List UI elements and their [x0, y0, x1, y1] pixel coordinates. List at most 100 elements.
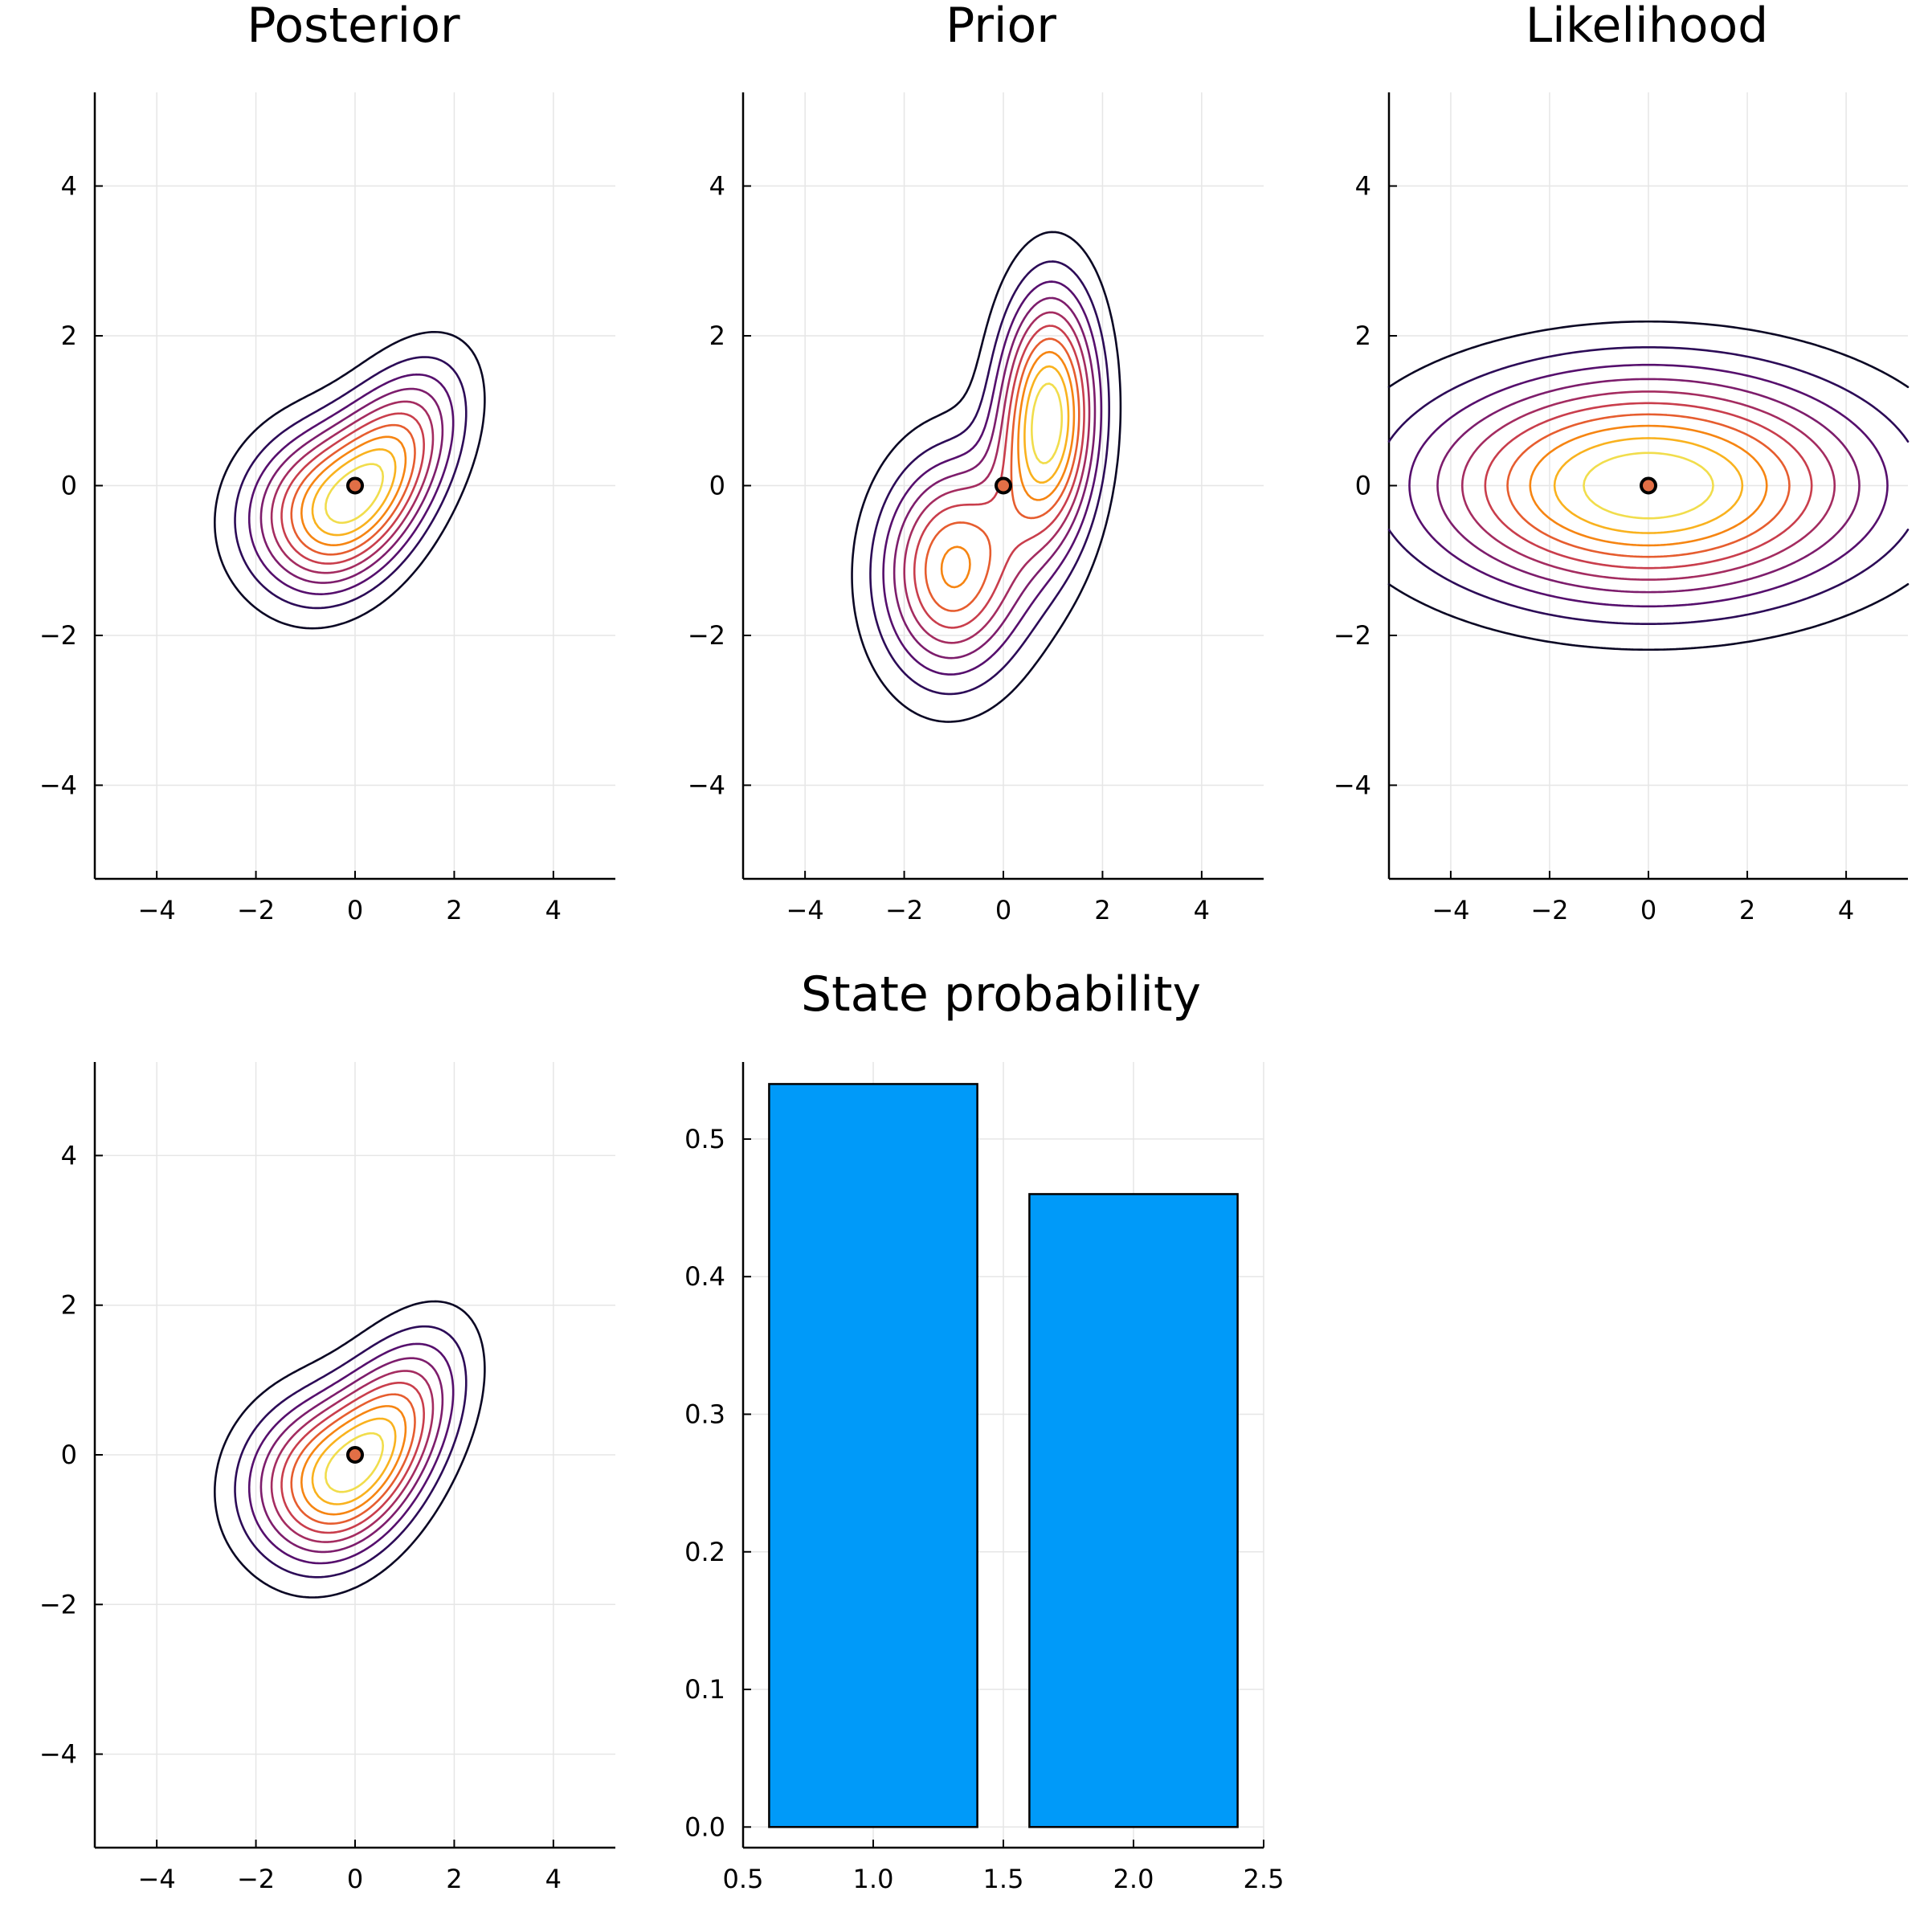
contour-line-level-6	[1484, 402, 1813, 570]
contour-line-level-9	[311, 448, 397, 537]
likelihood-panel: Likelihood −4 −2 0 2 4 −4 −2 0 2 4	[1334, 0, 1910, 925]
y-tick-label: 0.1	[684, 1674, 725, 1705]
y-tick-label: 4	[61, 171, 77, 202]
y-tick-label: 0	[61, 1440, 77, 1470]
x-tick-label: 2	[1739, 895, 1755, 925]
posterior-copy-panel: −4 −2 0 2 4 −4 −2 0 2 4	[39, 1062, 615, 1894]
x-tick-label: 0	[347, 1864, 363, 1894]
contour-line-level-4	[1436, 378, 1861, 594]
posterior-panel: Posterior −4 −2 0 2 4 −4 −2 0 2 4	[39, 0, 615, 925]
y-tick-label: 2	[1355, 321, 1371, 351]
contour-line-level-5	[903, 311, 1091, 644]
panel-title: Likelihood	[1526, 0, 1769, 54]
contour-line-level-9	[1023, 365, 1070, 484]
contour-line-level-5	[270, 1370, 435, 1543]
x-tick-label: 4	[545, 1864, 562, 1894]
x-tick-label: 0	[347, 895, 363, 925]
contour-line-level-2	[869, 260, 1110, 696]
contour-line-level-6	[280, 1382, 425, 1534]
y-tick-label: 0.5	[684, 1124, 725, 1154]
y-tick-label: −4	[688, 770, 725, 800]
y-tick-label: −4	[1334, 770, 1371, 800]
x-tick-label: 2	[446, 895, 462, 925]
contour-line-level-10	[325, 1432, 385, 1493]
x-tick-label: −2	[885, 895, 923, 925]
state-probability-panel: State probability 0.5 1.0 1.5 2.0 2.5 0.0 0.1 0…	[684, 966, 1284, 1894]
contour-line-level-7	[1506, 413, 1791, 558]
contour-line-level-5	[1460, 390, 1836, 581]
panel-title: Posterior	[247, 0, 460, 54]
contour-line-level-1	[1387, 320, 1910, 651]
y-tick-label: 0.3	[684, 1399, 725, 1429]
contour-line-level-8	[1529, 424, 1768, 547]
y-tick-label: 4	[709, 171, 725, 202]
x-tick-label: 0	[1640, 895, 1656, 925]
y-tick-label: 0.4	[684, 1261, 725, 1292]
contour-line-level-7	[924, 337, 1080, 612]
contour-line-level-1	[851, 231, 1122, 723]
contour-line-level-10	[325, 463, 385, 525]
contour-line-level-2	[234, 356, 468, 610]
x-tick-label: −4	[786, 895, 824, 925]
y-tick-label: 2	[61, 1290, 77, 1321]
data-point-marker	[1640, 476, 1657, 495]
prior-panel: Prior −4 −2 0 2 4 −4 −2 0 2 4	[688, 0, 1264, 925]
x-tick-label: −2	[1530, 895, 1568, 925]
y-tick-label: 0	[61, 471, 77, 501]
contour-line-level-9	[1553, 437, 1744, 534]
bar-state-1	[768, 1083, 978, 1828]
x-tick-label: 4	[1838, 895, 1854, 925]
contour-line-level-5	[270, 400, 435, 574]
x-tick-label: 4	[545, 895, 562, 925]
data-point-marker	[346, 476, 364, 495]
contour-line-level-4	[259, 387, 444, 584]
y-tick-label: 0.2	[684, 1537, 725, 1567]
x-tick-label: 2.0	[1113, 1864, 1154, 1894]
x-tick-label: 2	[1094, 895, 1110, 925]
y-tick-label: 2	[709, 321, 725, 351]
contour-line-level-7	[290, 423, 416, 556]
y-tick-label: 4	[61, 1140, 77, 1170]
panel-title: State probability	[801, 966, 1201, 1023]
y-tick-label: −2	[39, 620, 77, 651]
x-tick-label: −2	[237, 1864, 275, 1894]
x-tick-label: 0.5	[723, 1864, 764, 1894]
contour-line-level-7	[290, 1393, 416, 1526]
contour-line-level-1	[214, 1300, 486, 1599]
contour-line-level-9	[311, 1417, 397, 1505]
y-tick-label: 0	[709, 471, 725, 501]
contour-line-level-1	[214, 330, 486, 630]
contour-line-level-3	[882, 280, 1103, 676]
data-point-marker	[346, 1446, 364, 1464]
y-tick-label: −2	[39, 1589, 77, 1620]
y-tick-label: 4	[1355, 171, 1371, 202]
panel-title: Prior	[946, 0, 1056, 54]
y-tick-label: −2	[688, 620, 725, 651]
contour-line-level-8	[300, 1405, 407, 1516]
contour-line-level-3	[247, 373, 455, 595]
contour-line-level-4	[893, 296, 1097, 660]
x-tick-label: −4	[138, 895, 176, 925]
contour-line-level-4	[259, 1357, 444, 1554]
y-tick-label: 2	[61, 321, 77, 351]
x-tick-label: 0	[995, 895, 1011, 925]
contour-line-level-2	[1387, 346, 1910, 625]
contour-line-level-8	[940, 350, 1076, 589]
y-tick-label: −2	[1334, 620, 1371, 651]
x-tick-label: −4	[138, 1864, 176, 1894]
contour-line-level-6	[913, 325, 1085, 629]
y-tick-label: 0	[1355, 471, 1371, 501]
bar-state-2	[1028, 1193, 1239, 1828]
x-tick-label: 2.5	[1244, 1864, 1285, 1894]
contour-line-level-2	[234, 1325, 468, 1579]
x-tick-label: −4	[1432, 895, 1469, 925]
contour-line-level-10	[1583, 451, 1714, 520]
x-tick-label: 4	[1194, 895, 1210, 925]
y-tick-label: −4	[39, 770, 77, 800]
contour-line-level-8	[300, 435, 407, 547]
y-tick-label: 0.0	[684, 1812, 725, 1842]
x-tick-label: −2	[237, 895, 275, 925]
contour-line-level-10	[1031, 382, 1064, 464]
contour-line-level-6	[280, 412, 425, 565]
